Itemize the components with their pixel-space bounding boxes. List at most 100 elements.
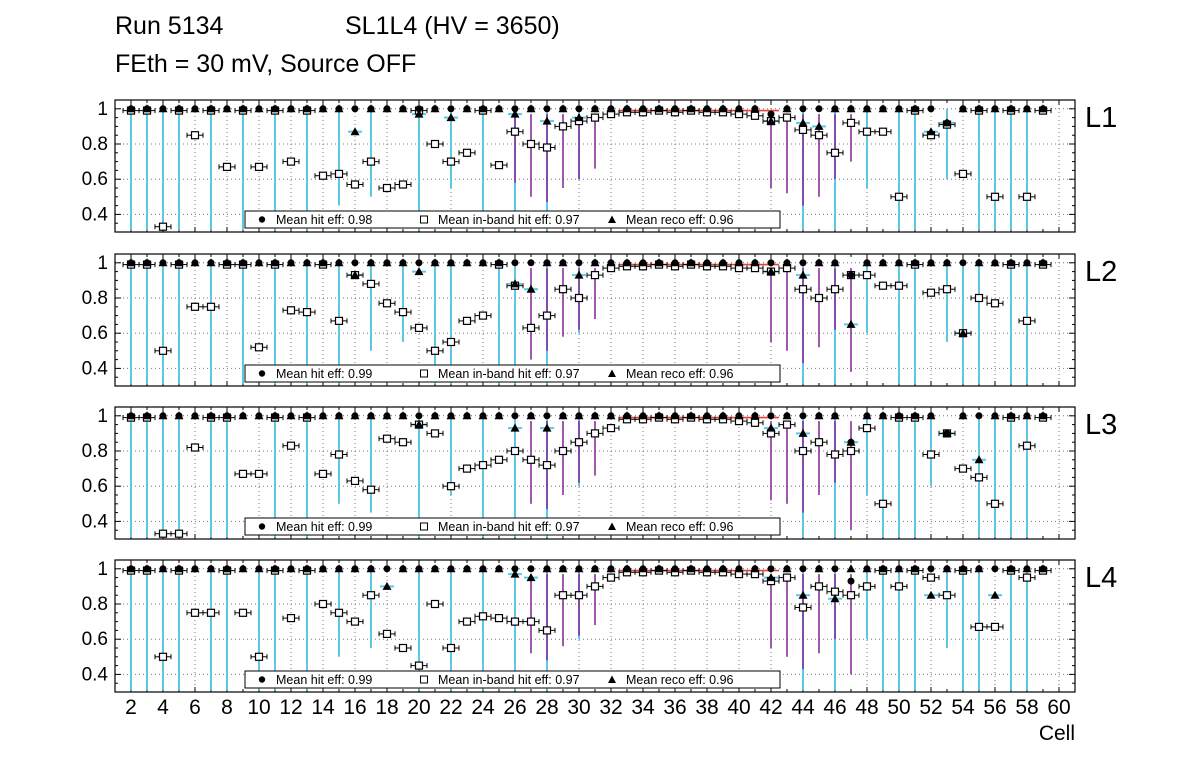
hit-marker <box>975 259 983 267</box>
hit-marker <box>431 259 439 267</box>
x-tick-label: 60 <box>1047 696 1070 719</box>
reco-marker <box>830 594 840 603</box>
y-tick-label: 0.4 <box>82 664 109 685</box>
inband-marker <box>814 582 824 591</box>
hit-marker <box>847 438 855 446</box>
hit-marker <box>463 565 471 573</box>
hit-marker <box>383 259 391 267</box>
inband-marker <box>958 464 968 473</box>
inband-marker <box>430 346 440 355</box>
inband-marker <box>590 113 600 122</box>
legend-triangle-icon <box>608 369 616 377</box>
inband-marker <box>158 346 168 355</box>
reco-marker <box>574 113 584 122</box>
hit-marker <box>1039 412 1047 420</box>
inband-marker <box>254 652 264 661</box>
hit-marker <box>223 565 231 573</box>
hit-marker <box>399 412 407 420</box>
inband-marker <box>478 612 488 621</box>
inband-marker <box>526 617 536 626</box>
inband-marker <box>590 582 600 591</box>
x-tick-label: 24 <box>471 696 495 719</box>
inband-marker <box>366 157 376 166</box>
inband-marker <box>1022 316 1032 325</box>
hit-marker <box>399 105 407 113</box>
inband-marker <box>222 162 232 171</box>
hit-marker <box>527 259 535 267</box>
inband-marker <box>558 285 568 294</box>
hit-marker <box>767 412 775 420</box>
inband-marker <box>286 157 296 166</box>
hit-marker <box>1023 105 1031 113</box>
inband-marker <box>254 343 264 352</box>
x-tick-label: 8 <box>221 696 233 719</box>
hit-marker <box>591 105 599 113</box>
x-tick-label: 46 <box>823 696 846 719</box>
hit-marker <box>543 412 551 420</box>
reco-marker <box>766 573 776 582</box>
hit-marker <box>799 259 807 267</box>
hit-marker <box>943 119 951 127</box>
legend-circle-icon <box>258 370 266 377</box>
subtitle: FEth = 30 mV, Source OFF <box>115 50 417 78</box>
inband-marker <box>462 316 472 325</box>
hit-marker <box>335 565 343 573</box>
hit-marker <box>431 565 439 573</box>
legend-label: Mean in-band hit eff: 0.97 <box>438 673 580 687</box>
reco-marker <box>846 564 856 573</box>
reco-marker <box>542 116 552 125</box>
legend-circle-icon <box>258 216 266 223</box>
hit-marker <box>367 259 375 267</box>
hit-marker <box>655 259 663 267</box>
inband-marker <box>1022 441 1032 450</box>
hit-marker <box>847 105 855 113</box>
inband-marker <box>782 113 792 122</box>
x-tick-label: 44 <box>791 696 815 719</box>
y-tick-label: 0.8 <box>82 441 108 462</box>
x-axis-title: Cell <box>1038 722 1075 745</box>
hit-marker <box>815 105 823 113</box>
x-tick-label: 36 <box>663 696 686 719</box>
hit-marker <box>447 105 455 113</box>
hit-marker <box>799 105 807 113</box>
legend-triangle-icon <box>608 675 616 683</box>
y-tick-label: 0.6 <box>82 629 108 650</box>
hit-marker <box>415 259 423 267</box>
hit-marker <box>495 565 503 573</box>
inband-marker <box>446 337 456 347</box>
inband-marker <box>894 281 904 290</box>
inband-marker <box>974 293 984 303</box>
inband-marker <box>990 499 1000 508</box>
hit-marker <box>543 105 551 113</box>
inband-marker <box>510 617 520 626</box>
y-tick-label: 1 <box>97 406 108 427</box>
hit-marker <box>687 259 695 267</box>
inband-marker <box>318 469 328 478</box>
hit-marker <box>847 271 855 279</box>
legend-box <box>244 670 781 689</box>
hit-marker <box>383 565 391 573</box>
y-tick-label: 0.8 <box>82 288 108 309</box>
hit-marker <box>975 412 983 420</box>
legend-label: Mean hit eff: 0.99 <box>276 673 372 687</box>
inband-marker <box>590 271 600 280</box>
inband-marker <box>446 643 456 653</box>
x-tick-label: 26 <box>503 696 526 719</box>
hit-marker <box>975 565 983 573</box>
hit-marker <box>575 105 583 113</box>
inband-marker <box>814 131 824 140</box>
inband-marker <box>958 169 968 178</box>
hit-marker <box>927 105 935 113</box>
hit-marker <box>799 565 807 573</box>
inband-marker <box>382 299 392 308</box>
hit-marker <box>847 577 855 585</box>
inband-marker <box>334 316 344 325</box>
hit-marker <box>639 565 647 573</box>
hit-marker <box>319 259 327 267</box>
x-tick-label: 16 <box>343 696 366 719</box>
reco-marker <box>414 420 424 429</box>
hit-marker <box>351 412 359 420</box>
hit-marker <box>735 565 743 573</box>
inband-marker <box>862 271 872 280</box>
